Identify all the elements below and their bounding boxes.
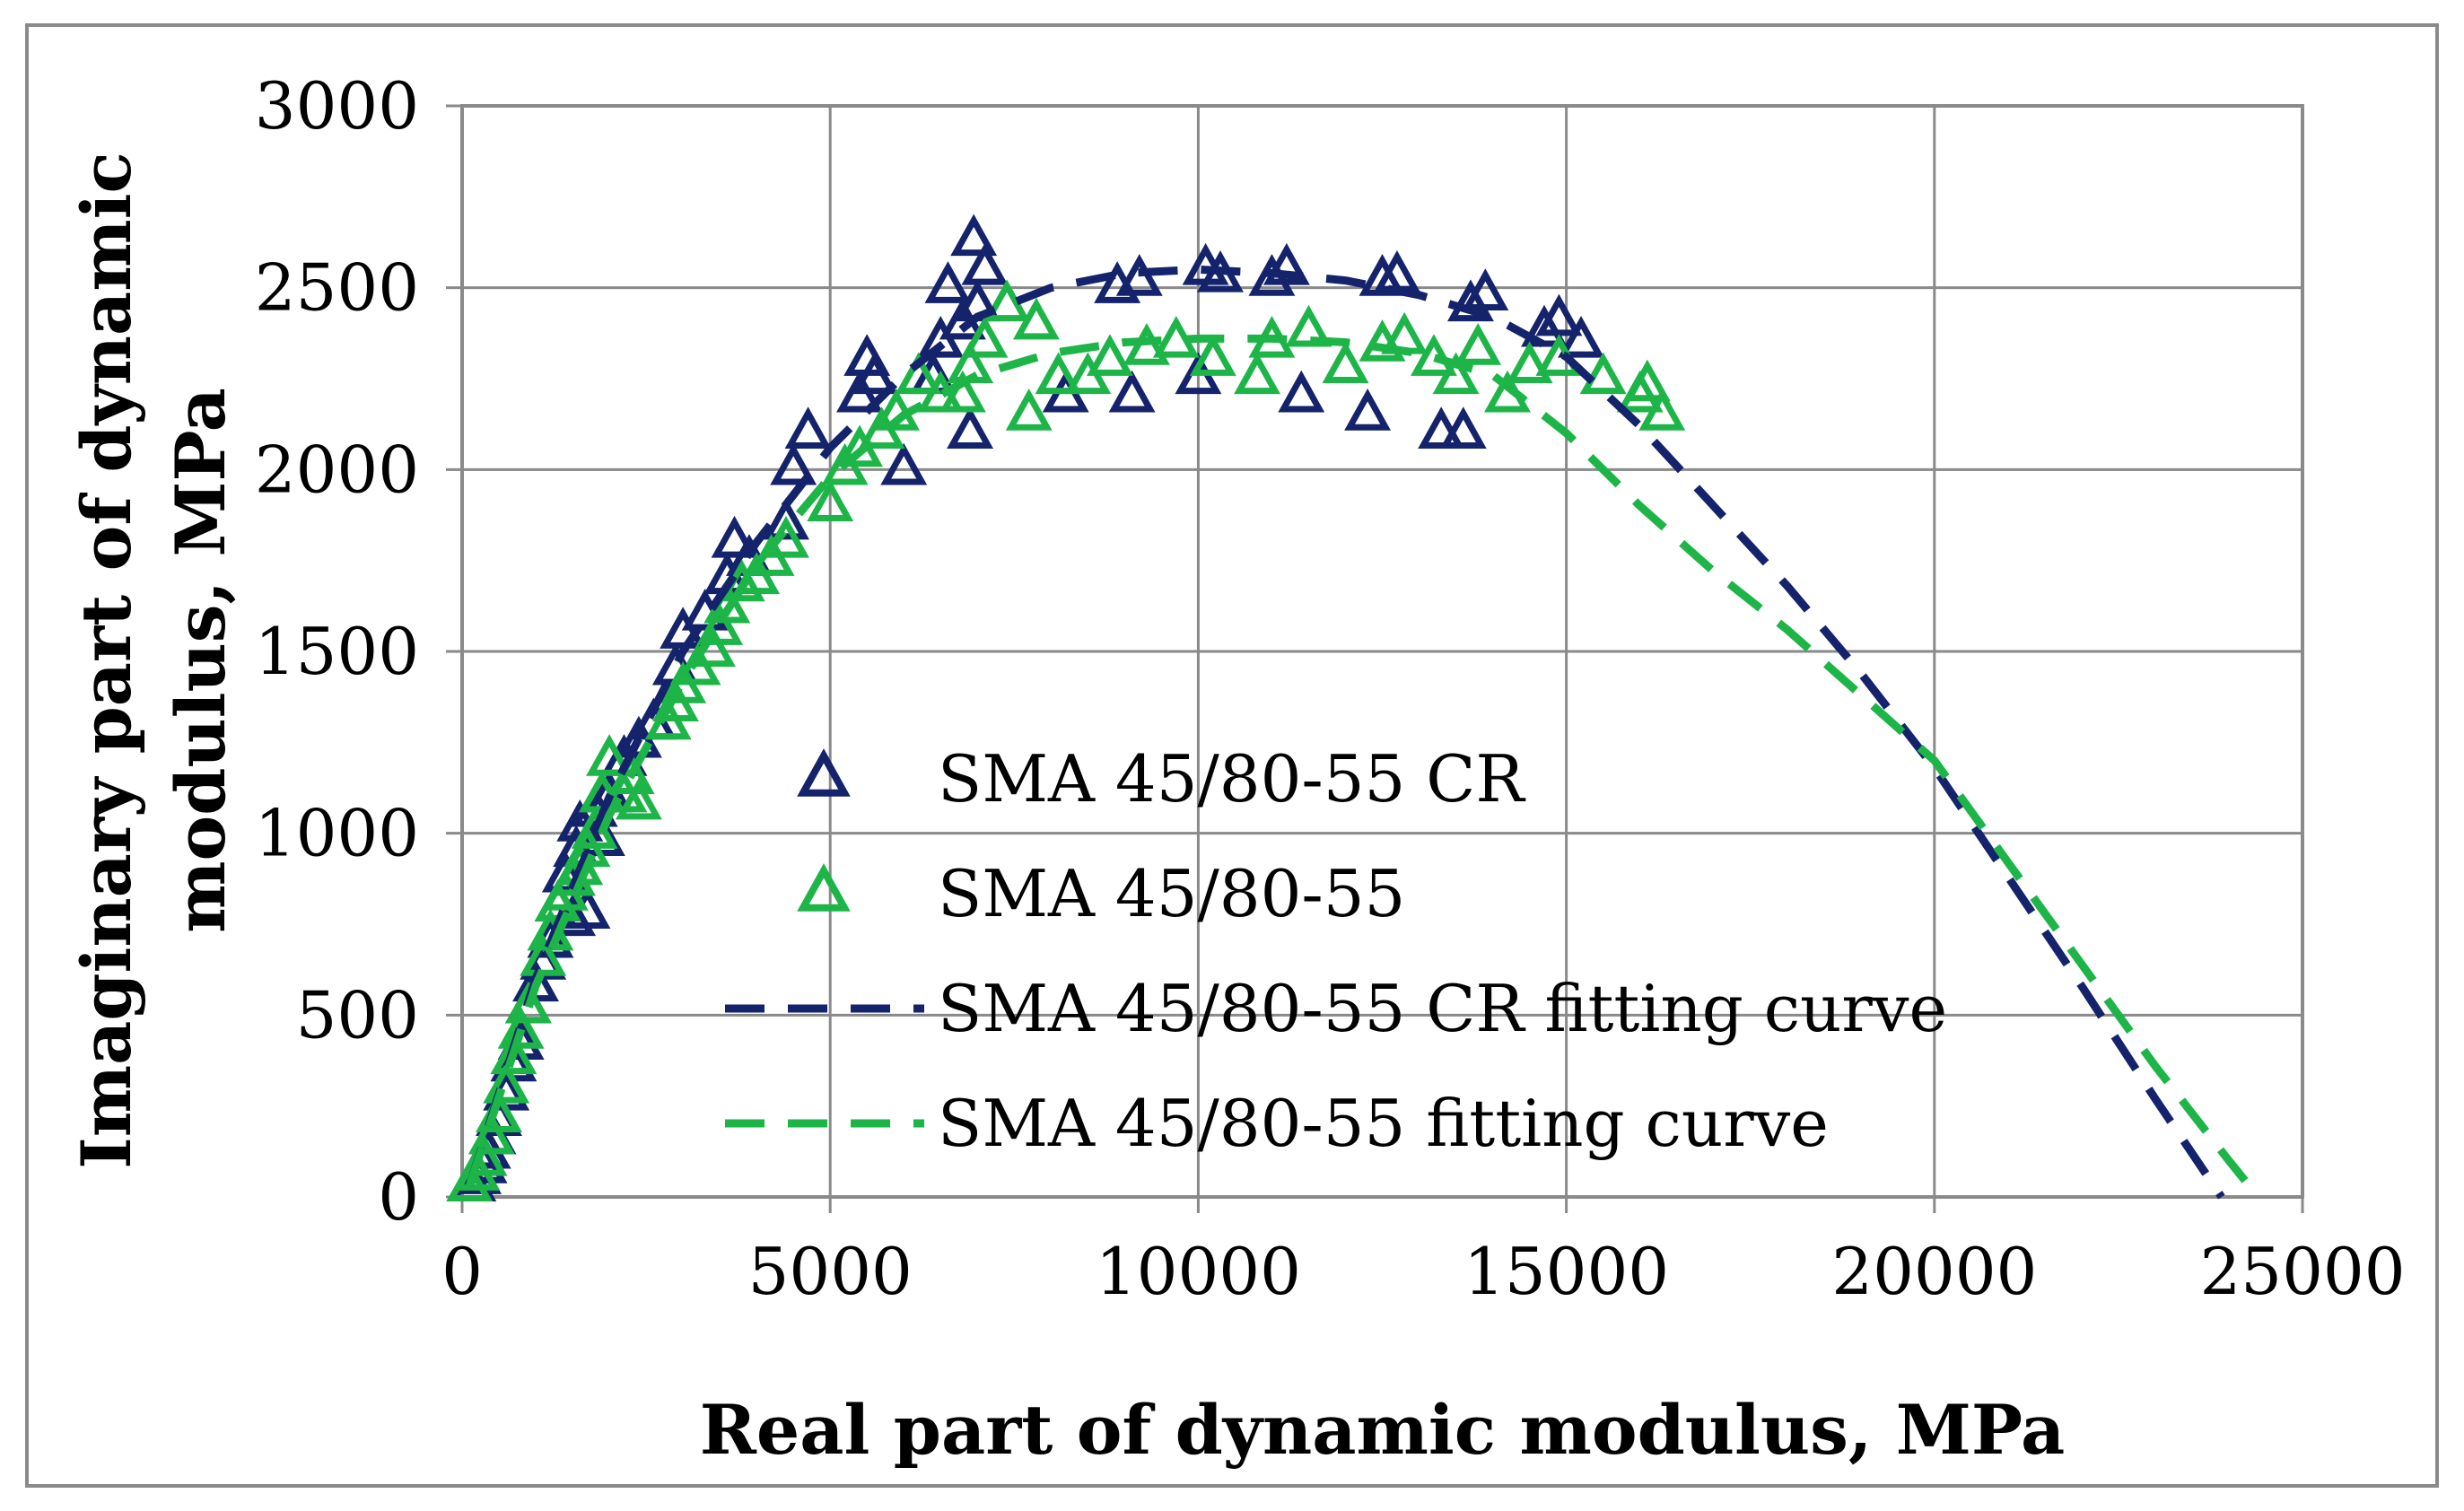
series-sma-45-80-55-fitting-curve — [465, 334, 2262, 1200]
x-tick-label: 20000 — [1831, 1234, 2037, 1309]
data-point-marker — [983, 279, 1031, 322]
data-point-marker — [504, 981, 552, 1024]
data-point-marker — [1344, 389, 1392, 431]
data-point-marker — [1189, 334, 1236, 376]
x-axis-tick-labels: 0 5000 10000 15000 20000 25000 — [441, 1234, 2405, 1309]
data-point-marker — [880, 442, 928, 485]
data-point-marker — [1322, 341, 1369, 384]
fitting-curve-line — [465, 265, 2225, 1200]
legend-label: SMA 45/80-55 — [938, 856, 1405, 931]
series-sma-45-80-55-cr-fitting-curve — [465, 265, 2225, 1200]
data-point-marker — [497, 1007, 545, 1049]
data-point-marker — [1462, 268, 1509, 310]
legend-label: SMA 45/80-55 CR — [938, 741, 1525, 817]
data-point-marker — [961, 242, 1009, 285]
data-point-marker — [1278, 370, 1325, 413]
data-point-marker — [1087, 334, 1133, 376]
data-point-marker — [541, 850, 589, 893]
x-tick-label: 5000 — [748, 1234, 913, 1309]
x-tick-label: 25000 — [2199, 1234, 2405, 1309]
data-point-marker — [1558, 315, 1604, 358]
y-axis-tick-labels: 0 500 1000 1500 2000 2500 3000 — [255, 68, 419, 1235]
data-point-marker — [1005, 389, 1053, 431]
data-point-marker — [467, 1112, 515, 1155]
x-tick-label: 0 — [441, 1234, 483, 1309]
data-point-marker — [1418, 406, 1465, 449]
y-tick-label: 1500 — [255, 614, 419, 689]
data-point-marker — [895, 352, 942, 395]
data-point-marker — [1447, 279, 1494, 322]
data-point-marker — [1535, 293, 1583, 336]
data-point-marker — [1012, 297, 1060, 340]
y-tick-label: 1000 — [255, 796, 419, 871]
data-point-marker — [1359, 254, 1406, 296]
y-tick-label: 500 — [296, 977, 419, 1052]
legend-label: SMA 45/80-55 CR fitting curve — [938, 971, 1947, 1046]
legend-marker-swatch — [797, 863, 851, 912]
data-point-marker — [807, 479, 854, 522]
legend-item: SMA 45/80-55 fitting curve — [725, 1086, 1829, 1161]
legend-label: SMA 45/80-55 fitting curve — [938, 1086, 1829, 1161]
data-point-marker — [1234, 352, 1280, 395]
data-point-marker — [924, 261, 972, 303]
x-tick-label: 10000 — [1096, 1234, 1301, 1309]
data-point-marker — [1035, 352, 1082, 395]
y-tick-label: 2500 — [255, 250, 419, 326]
data-point-marker — [1521, 304, 1568, 347]
data-point-marker — [1263, 242, 1310, 285]
legend-item: SMA 45/80-55 CR fitting curve — [725, 971, 1947, 1046]
data-point-marker — [1115, 254, 1163, 296]
data-point-marker — [1108, 370, 1156, 413]
data-point-marker — [939, 370, 986, 413]
y-axis-title-line-2: modulus, MPa — [161, 388, 240, 933]
x-tick-label: 15000 — [1464, 1234, 1669, 1309]
data-point-marker — [1455, 323, 1502, 365]
y-axis-title-line-1: Imaginary part of dynamic — [66, 152, 146, 1169]
data-point-marker — [961, 315, 1009, 358]
y-tick-label: 3000 — [255, 68, 419, 144]
y-tick-label: 0 — [378, 1159, 419, 1235]
data-series — [446, 214, 2262, 1202]
legend: SMA 45/80-55 CR SMA 45/80-55 SMA 45/80-55 … — [725, 741, 1947, 1161]
data-point-marker — [1506, 341, 1553, 384]
data-point-marker — [763, 497, 809, 540]
data-point-marker — [784, 406, 832, 449]
legend-marker-swatch — [797, 748, 851, 797]
data-point-marker — [483, 1061, 530, 1104]
data-point-marker — [851, 352, 898, 395]
data-point-marker — [770, 442, 817, 485]
data-point-marker — [1623, 359, 1671, 402]
data-point-marker — [696, 603, 744, 645]
data-point-marker — [950, 214, 998, 257]
y-tick-label: 2000 — [255, 432, 419, 507]
x-axis-title: Real part of dynamic modulus, MPa — [700, 1390, 2066, 1470]
legend-item: SMA 45/80-55 — [797, 856, 1405, 931]
data-point-marker — [490, 1032, 537, 1075]
data-point-marker — [615, 777, 662, 820]
data-point-marker — [1638, 389, 1686, 431]
data-point-marker — [1432, 352, 1480, 395]
data-point-marker — [1579, 352, 1627, 395]
data-point-marker — [1439, 406, 1487, 449]
legend-item: SMA 45/80-55 CR — [797, 741, 1525, 817]
axis-tick-marks — [446, 104, 2304, 1213]
data-point-marker — [586, 734, 633, 776]
fitting-curve-line — [465, 334, 2262, 1200]
data-point-marker — [1285, 304, 1332, 347]
data-point-marker — [947, 406, 994, 449]
data-point-marker — [711, 515, 758, 558]
